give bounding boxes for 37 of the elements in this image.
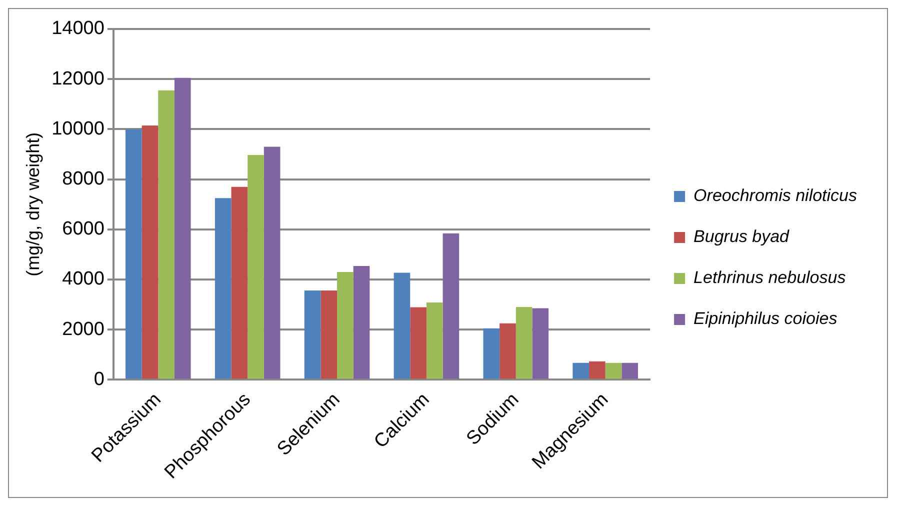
y-tick-label: 0: [94, 368, 104, 390]
bar: [174, 78, 191, 379]
y-tick-label: 14000: [52, 18, 104, 40]
y-axis-title: (mg/g, dry weight): [22, 132, 43, 276]
y-tick-label: 4000: [62, 268, 104, 290]
bar: [320, 290, 338, 379]
bar: [500, 323, 516, 379]
bar: [589, 361, 606, 379]
bar: [605, 362, 622, 379]
bar: [394, 272, 410, 379]
bar: [214, 198, 232, 379]
y-tick-label: 12000: [52, 68, 104, 90]
bar: [142, 125, 158, 379]
legend-label: Oreochromis niloticus: [694, 186, 858, 206]
bar: [410, 307, 426, 379]
bar: [304, 290, 321, 379]
bar: [264, 146, 280, 379]
bar: [532, 308, 549, 379]
bar: [622, 362, 638, 379]
bar: [248, 155, 264, 379]
y-tick-label: 2000: [62, 318, 104, 340]
bar: [231, 186, 248, 379]
legend-label: Eipiniphilus coioies: [694, 309, 838, 328]
bar: [483, 328, 500, 379]
y-tick-label: 6000: [62, 218, 104, 240]
bar: [337, 272, 354, 379]
bar: [158, 90, 174, 379]
bar: [442, 233, 460, 379]
bar: [126, 129, 142, 379]
y-tick-label: 10000: [52, 118, 104, 140]
bar: [426, 302, 443, 379]
y-tick-label: 8000: [62, 168, 104, 190]
bar: [353, 266, 370, 379]
bar: [572, 362, 590, 379]
bar: [516, 307, 532, 379]
legend-label: Bugrus byad: [694, 227, 790, 246]
legend-label: Lethrinus nebulosus: [694, 268, 846, 288]
